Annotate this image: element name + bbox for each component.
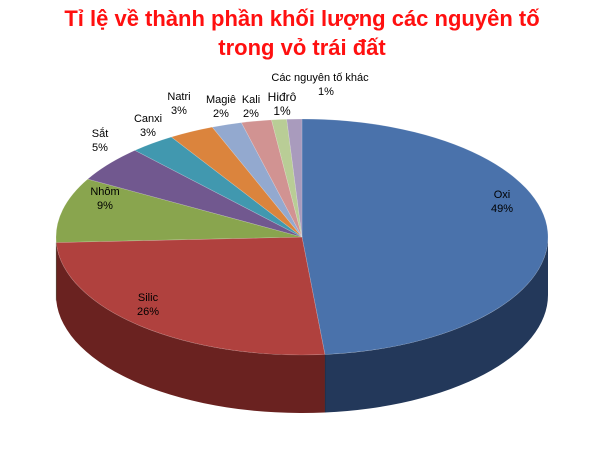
data-label-hidro: Hiđrô 1% (268, 90, 297, 118)
pie-labels: Oxi 49% Silic 26% Nhôm 9% Sắt 5% Canxi 3% Natri 3% M… (90, 72, 513, 318)
chart-title-line-2: trong vỏ trái đất (218, 35, 386, 60)
slice-nhom (55, 178, 303, 243)
pie-tops (55, 118, 549, 356)
slice-kali (240, 119, 303, 238)
data-label-oxi: Oxi 49% (491, 189, 513, 215)
data-label-value: 1% (273, 104, 291, 118)
data-label-name: Hiđrô (268, 90, 297, 104)
slice-cac-nguyen-to-khac (286, 118, 303, 238)
slice-oxi (301, 118, 549, 355)
chart-title: Tỉ lệ về thành phần khối lượng các nguyê… (0, 4, 604, 62)
data-label-natri: Natri 3% (167, 91, 190, 117)
data-label-value: 9% (97, 200, 113, 212)
data-label-canxi: Canxi 3% (134, 113, 162, 139)
data-label-name: Natri (167, 91, 190, 103)
data-label-name: Sắt (92, 127, 109, 140)
data-label-value: 26% (137, 306, 159, 318)
data-label-kali: Kali 2% (242, 94, 260, 120)
slice-side-oxi (324, 237, 548, 413)
slice-canxi (134, 136, 303, 238)
data-label-silic: Silic 26% (137, 292, 159, 318)
data-label-value: 5% (92, 142, 108, 154)
chart-title-line-1: Tỉ lệ về thành phần khối lượng các nguyê… (64, 6, 540, 31)
data-label-nhom: Nhôm 9% (90, 186, 119, 212)
slice-silic (55, 236, 326, 356)
slice-natri (170, 126, 303, 238)
data-label-value: 2% (213, 108, 229, 120)
data-label-name: Canxi (134, 113, 162, 125)
data-label-sat: Sắt 5% (92, 127, 109, 154)
data-label-magie: Magiê 2% (206, 94, 236, 120)
pie-sides (55, 237, 548, 413)
data-label-value: 1% (318, 86, 334, 98)
data-label-value: 49% (491, 203, 513, 215)
slice-side-silic (56, 242, 325, 413)
data-label-name: Magiê (206, 94, 236, 106)
data-label-cac-nguyen-to-khac: Các nguyên tố khác 1% (271, 72, 369, 98)
data-label-name: Kali (242, 94, 260, 106)
data-label-value: 3% (140, 127, 156, 139)
slice-sat (87, 150, 303, 238)
data-label-value: 2% (243, 108, 259, 120)
slice-magie (211, 122, 303, 238)
data-label-name: Nhôm (90, 186, 119, 198)
data-label-value: 3% (171, 105, 187, 117)
slice-hidro (271, 118, 303, 238)
data-label-name: Oxi (494, 189, 511, 201)
data-label-name: Các nguyên tố khác (271, 72, 369, 84)
data-label-name: Silic (138, 292, 159, 304)
